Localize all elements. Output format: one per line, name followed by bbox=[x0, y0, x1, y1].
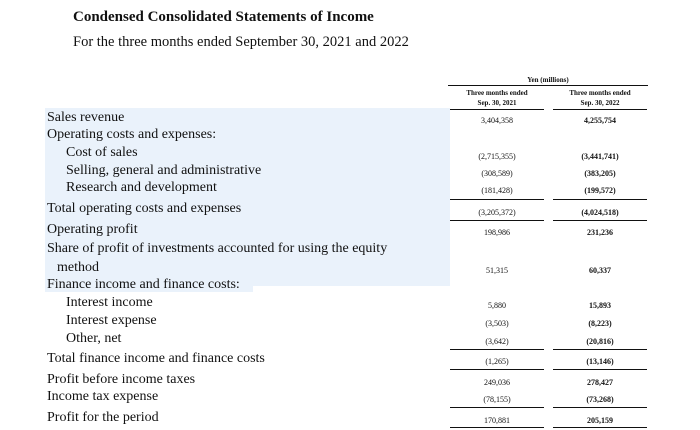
subtotal-rule-2021 bbox=[450, 199, 544, 200]
value-2022-equity-method: 60,337 bbox=[589, 266, 611, 275]
column-header-2022: Three months ended Sep. 30, 2022 bbox=[553, 88, 647, 108]
value-2021-sga: (308,589) bbox=[481, 169, 513, 178]
row-label-operating-costs-header: Operating costs and expenses: bbox=[47, 127, 217, 142]
net-rule-2021 bbox=[450, 407, 544, 408]
operating-rule-2021 bbox=[450, 220, 544, 221]
net-rule-2022 bbox=[553, 407, 647, 408]
value-2021-cost-of-sales: (2,715,355) bbox=[478, 152, 516, 161]
value-2021-operating-profit: 198,986 bbox=[484, 228, 510, 237]
row-label-sga: Selling, general and administrative bbox=[66, 163, 262, 178]
statement-title: Condensed Consolidated Statements of Inc… bbox=[73, 9, 374, 25]
value-2022-other-net: (20,816) bbox=[586, 337, 614, 346]
statement-subtitle: For the three months ended September 30,… bbox=[73, 34, 409, 50]
value-2022-interest-expense: (8,223) bbox=[588, 319, 612, 328]
unit-label: Yen (millions) bbox=[527, 76, 569, 84]
value-2022-profit-period: 205,159 bbox=[587, 416, 613, 425]
value-2022-sga: (383,205) bbox=[584, 169, 616, 178]
value-2022-interest-income: 15,893 bbox=[589, 301, 611, 310]
label-highlight-top bbox=[45, 108, 450, 286]
column-header-2021-line2: Sep. 30, 2021 bbox=[477, 99, 517, 107]
value-2022-total-finance: (13,146) bbox=[586, 357, 614, 366]
row-label-rnd: Research and development bbox=[66, 180, 217, 195]
column-header-2022-rule bbox=[553, 109, 647, 110]
unit-divider bbox=[448, 85, 648, 86]
row-label-interest-income: Interest income bbox=[66, 295, 153, 310]
row-label-finance-header: Finance income and finance costs: bbox=[47, 277, 240, 292]
column-header-2021: Three months ended Sep. 30, 2021 bbox=[450, 88, 544, 108]
pretax-rule-2022 bbox=[553, 369, 647, 370]
final-rule-2022 bbox=[553, 427, 647, 428]
value-2021-equity-method: 51,315 bbox=[486, 266, 508, 275]
value-2021-profit-period: 170,881 bbox=[484, 416, 510, 425]
row-label-cost-of-sales: Cost of sales bbox=[66, 145, 138, 160]
finance-rule-2022 bbox=[553, 349, 647, 350]
value-2021-interest-income: 5,880 bbox=[488, 301, 506, 310]
value-2021-sales-revenue: 3,404,358 bbox=[481, 116, 513, 125]
row-label-other-net: Other, net bbox=[66, 331, 122, 346]
value-2021-profit-before-tax: 249,036 bbox=[484, 378, 510, 387]
value-2022-profit-before-tax: 278,427 bbox=[587, 378, 613, 387]
value-2021-rnd: (181,428) bbox=[481, 186, 513, 195]
pretax-rule-2021 bbox=[450, 369, 544, 370]
value-2021-other-net: (3,642) bbox=[485, 337, 509, 346]
row-label-sales-revenue: Sales revenue bbox=[47, 110, 125, 125]
operating-rule-2022 bbox=[553, 220, 647, 221]
row-label-profit-before-tax: Profit before income taxes bbox=[47, 372, 196, 387]
value-2022-operating-profit: 231,236 bbox=[587, 228, 613, 237]
row-label-total-operating-costs: Total operating costs and expenses bbox=[47, 201, 242, 216]
subtotal-rule-2022 bbox=[553, 199, 647, 200]
column-header-2021-rule bbox=[450, 109, 544, 110]
value-2021-total-operating-costs: (3,205,372) bbox=[478, 208, 516, 217]
row-label-profit-period: Profit for the period bbox=[47, 410, 159, 425]
value-2022-rnd: (199,572) bbox=[584, 186, 616, 195]
row-label-equity-method-line1: Share of profit of investments accounted… bbox=[47, 241, 388, 256]
row-label-income-tax: Income tax expense bbox=[47, 389, 159, 404]
value-2022-sales-revenue: 4,255,754 bbox=[584, 116, 616, 125]
value-2021-income-tax: (78,155) bbox=[483, 395, 511, 404]
column-header-2022-line2: Sep. 30, 2022 bbox=[580, 99, 620, 107]
row-label-equity-method-line2: method bbox=[57, 260, 99, 275]
label-highlight-bottom bbox=[45, 276, 253, 292]
finance-rule-2021 bbox=[450, 349, 544, 350]
final-rule-2021 bbox=[450, 427, 544, 428]
column-header-2021-line1: Three months ended bbox=[466, 89, 528, 97]
value-2022-cost-of-sales: (3,441,741) bbox=[581, 152, 619, 161]
row-label-total-finance: Total finance income and finance costs bbox=[47, 351, 265, 366]
value-2021-interest-expense: (3,503) bbox=[485, 319, 509, 328]
value-2021-total-finance: (1,265) bbox=[485, 357, 509, 366]
row-label-operating-profit: Operating profit bbox=[47, 222, 138, 237]
column-header-2022-line1: Three months ended bbox=[569, 89, 631, 97]
row-label-interest-expense: Interest expense bbox=[66, 313, 157, 328]
value-2022-income-tax: (73,268) bbox=[586, 395, 614, 404]
value-2022-total-operating-costs: (4,024,518) bbox=[581, 208, 619, 217]
